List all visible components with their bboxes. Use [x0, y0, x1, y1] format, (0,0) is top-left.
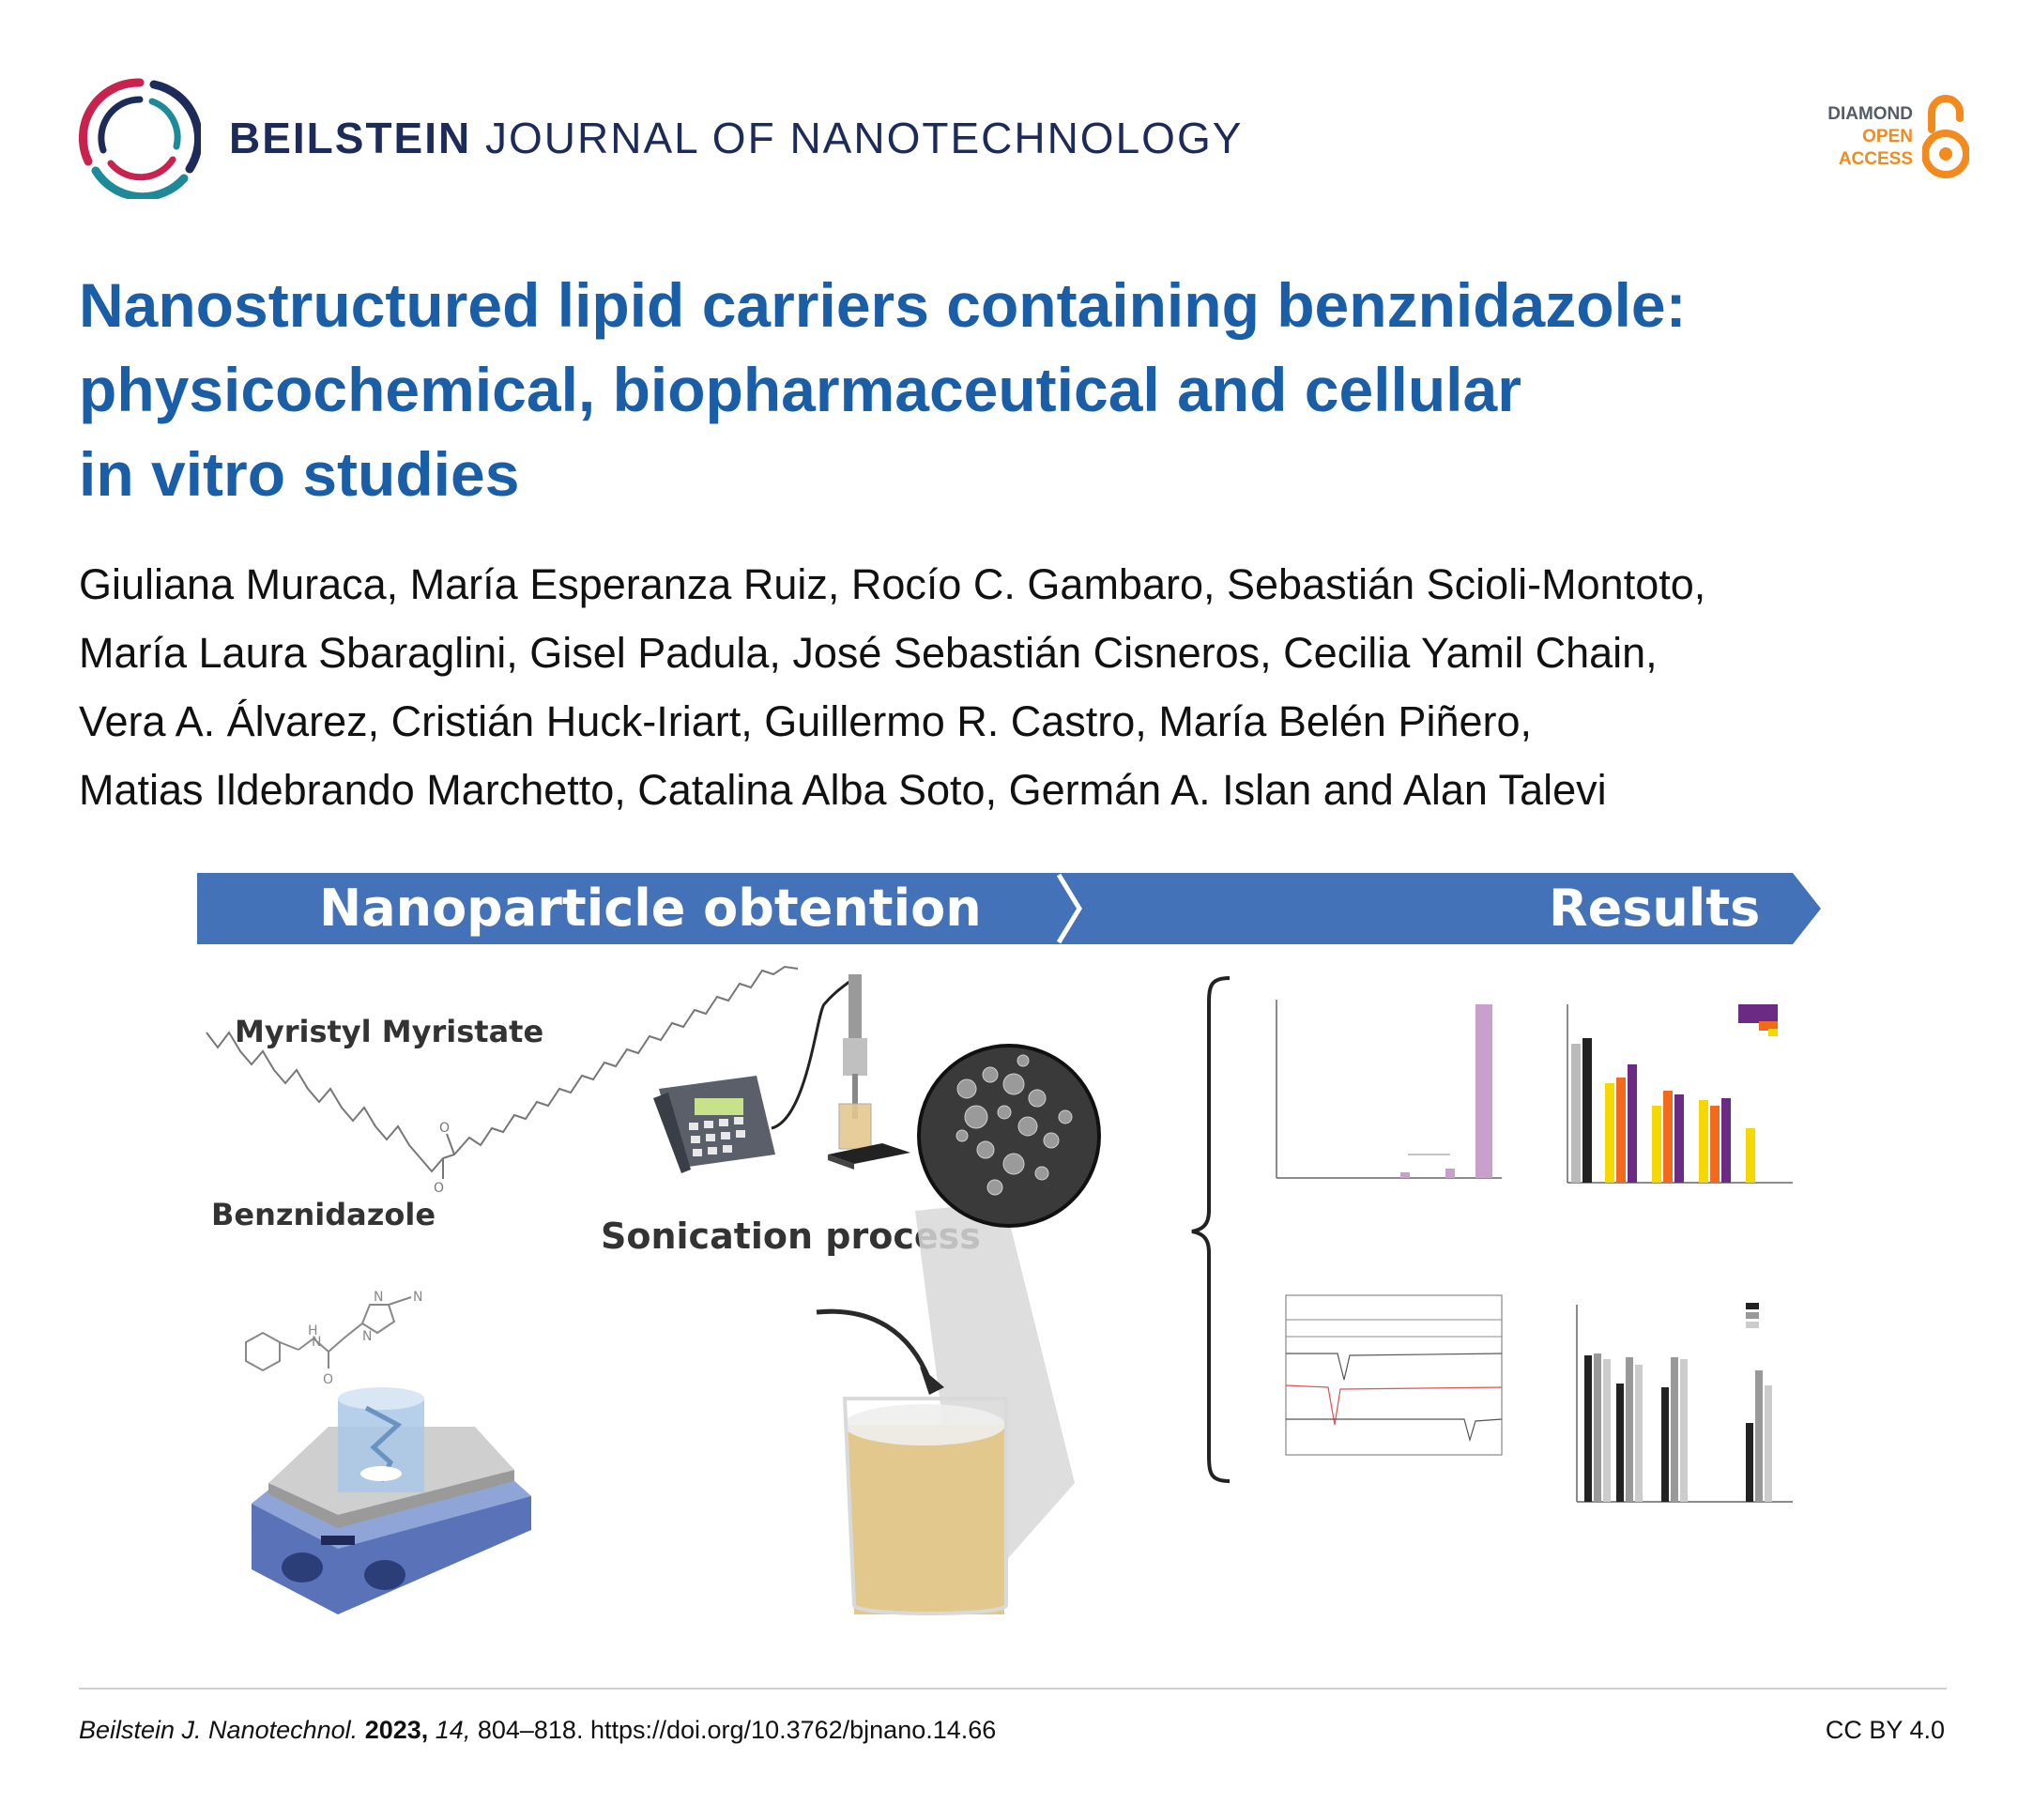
article-title-line: physicochemical, biopharmaceutical and c… [79, 355, 1521, 424]
sonicator-icon [653, 974, 910, 1173]
svg-text:O: O [439, 1121, 450, 1136]
oa-badge-line2: OPEN [1862, 127, 1913, 146]
chart1-bar [1475, 1004, 1492, 1178]
author-line: Vera A. Álvarez, Cristián Huck-Iriart, G… [79, 697, 1533, 745]
chart4-bar [1746, 1423, 1753, 1502]
svg-text:N: N [413, 1290, 422, 1305]
chart2-bar [1663, 1091, 1673, 1183]
chart2-bar [1652, 1106, 1661, 1183]
oa-badge-line1: DIAMOND [1827, 104, 1913, 124]
chart2-bar [1721, 1098, 1731, 1183]
license-label: CC BY 4.0 [1825, 1716, 1945, 1744]
chart4-bar [1661, 1387, 1669, 1502]
svg-text:O: O [323, 1372, 333, 1387]
author-line: Giuliana Muraca, María Esperanza Ruiz, R… [79, 560, 1706, 608]
hot-plate-stirrer-icon [252, 1387, 531, 1614]
myristyl-chain-left [206, 1031, 421, 1159]
chart4-bar [1584, 1355, 1592, 1502]
chart2-bar [1571, 1044, 1581, 1183]
oa-badge-line3: ACCESS [1838, 149, 1913, 169]
banner-arrow-results [1061, 873, 1821, 944]
result-chart-2 [1567, 1004, 1793, 1184]
banner-right-label: Results [1549, 879, 1760, 938]
author-line: Matias Ildebrando Marchetto, Catalina Al… [79, 766, 1607, 814]
chart4-bar [1626, 1357, 1633, 1502]
open-access-badge: DIAMOND OPEN ACCESS [1827, 103, 1913, 171]
journal-name-rest: JOURNAL OF NANOTECHNOLOGY [471, 114, 1244, 162]
citation-pages: 804–818. [470, 1716, 584, 1744]
article-title-line: Nanostructured lipid carriers containing… [79, 270, 1687, 340]
nanoparticles [955, 1054, 1073, 1196]
myristyl-chain-right [420, 965, 799, 1173]
nlc-beaker-icon [842, 1397, 1008, 1615]
author-list: Giuliana Muraca, María Esperanza Ruiz, R… [79, 550, 1956, 824]
chart2-bar [1616, 1078, 1626, 1183]
myristyl-myristate-label: Myristyl Myristate [235, 1014, 543, 1049]
banner-left-label: Nanoparticle obtention [319, 879, 982, 938]
citation-volume: 14, [435, 1716, 471, 1744]
article-title: Nanostructured lipid carriers containing… [79, 263, 1909, 516]
footer-divider [79, 1688, 1947, 1690]
chart4-bar [1616, 1384, 1624, 1502]
chart4-bar [1680, 1359, 1688, 1502]
chart2-bar [1628, 1064, 1637, 1183]
chart1-bar [1400, 1172, 1410, 1178]
banner-arrow [197, 873, 1079, 944]
result-chart-4 [1576, 1303, 1793, 1503]
chart4-bar [1603, 1359, 1611, 1502]
svg-text:H: H [308, 1323, 318, 1338]
chart2-bar [1674, 1094, 1684, 1183]
svg-text:N: N [312, 1335, 321, 1350]
tem-image-circle [917, 1044, 1101, 1228]
chart2-bar [1605, 1083, 1614, 1183]
beilstein-logo-icon [79, 78, 201, 199]
journal-name-bold: BEILSTEIN [229, 114, 472, 162]
chart2-bar [1582, 1038, 1592, 1183]
chart4-bar [1755, 1370, 1763, 1502]
open-access-lock-icon [1922, 95, 1969, 178]
graphical-abstract: Nanoparticle obtention Results Myristyl … [197, 873, 1821, 1615]
citation-year: 2023, [364, 1716, 429, 1744]
svg-text:N: N [362, 1329, 372, 1344]
article-title-line: in vitro studies [79, 439, 520, 509]
svg-text:O: O [434, 1181, 444, 1196]
journal-name: BEILSTEIN JOURNAL OF NANOTECHNOLOGY [229, 113, 1243, 163]
process-arrow-icon [816, 1308, 932, 1381]
chart1-bar [1445, 1169, 1455, 1178]
chart2-bar [1710, 1106, 1720, 1183]
author-line: María Laura Sbaraglini, Gisel Padula, Jo… [79, 629, 1658, 677]
svg-text:N: N [374, 1290, 383, 1305]
chart4-bar [1671, 1357, 1678, 1502]
results-brace [1191, 976, 1231, 1483]
chart2-bar [1699, 1100, 1708, 1183]
benznidazole-structure-icon [245, 1296, 412, 1372]
citation-journal: Beilstein J. Nanotechnol. [79, 1716, 359, 1744]
chart2-bar [1746, 1128, 1755, 1183]
chart4-bar [1635, 1365, 1643, 1502]
doi-link[interactable]: https://doi.org/10.3762/bjnano.14.66 [583, 1716, 997, 1744]
result-chart-1 [1276, 1000, 1502, 1179]
chart4-bar [1765, 1385, 1772, 1502]
benznidazole-label: Benznidazole [211, 1197, 436, 1232]
result-chart-3 [1285, 1294, 1503, 1456]
citation: Beilstein J. Nanotechnol. 2023, 14, 804–… [79, 1716, 996, 1745]
chart4-bar [1594, 1354, 1601, 1502]
